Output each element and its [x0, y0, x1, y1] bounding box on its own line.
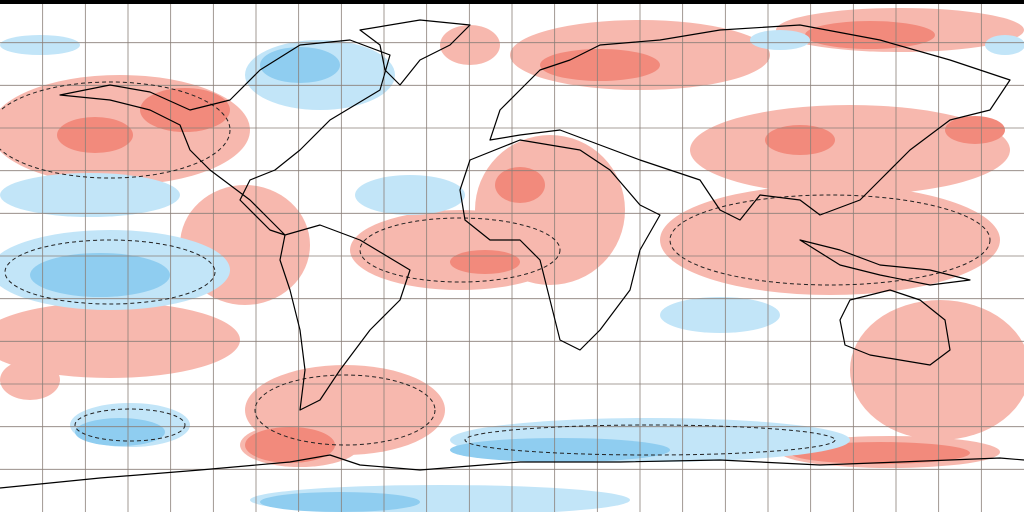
contour	[0, 81, 231, 179]
strong-warm-region	[245, 427, 335, 463]
warm-region	[660, 185, 1000, 295]
contour	[74, 408, 186, 442]
top-border	[0, 0, 1024, 4]
strong-cold-region	[75, 418, 165, 446]
strong-warm-anomalies	[57, 21, 1005, 464]
cold-region	[985, 35, 1024, 55]
strong-cold-anomalies	[30, 47, 670, 512]
strong-cold-region	[260, 47, 340, 83]
contour	[669, 194, 991, 286]
warm-region	[440, 25, 500, 65]
strong-warm-region	[805, 21, 935, 49]
north-america	[59, 39, 391, 236]
strong-cold-region	[260, 492, 420, 512]
cold-region	[750, 30, 810, 50]
contour	[464, 424, 836, 456]
contour	[254, 374, 436, 446]
strong-warm-region	[765, 125, 835, 155]
warm-region	[850, 300, 1024, 440]
contours	[0, 81, 991, 456]
strong-warm-region	[450, 250, 520, 274]
strong-warm-region	[495, 167, 545, 203]
warm-region	[690, 105, 1010, 195]
strong-warm-region	[57, 117, 133, 153]
cold-region	[0, 35, 80, 55]
strong-warm-region	[540, 49, 660, 81]
cold-region	[355, 175, 465, 215]
cold-region	[660, 297, 780, 333]
contour	[359, 217, 561, 283]
coastlines	[0, 19, 1024, 489]
africa	[459, 139, 661, 351]
maritime-continent	[799, 239, 971, 286]
contour	[4, 239, 216, 305]
greenland	[359, 19, 471, 86]
strong-warm-region	[140, 88, 230, 132]
strong-warm-region	[945, 116, 1005, 144]
warm-region	[0, 360, 60, 400]
strong-cold-region	[30, 253, 170, 297]
cold-region	[0, 173, 180, 217]
strong-cold-region	[450, 438, 670, 462]
antarctica	[0, 454, 1024, 489]
australia	[839, 289, 951, 366]
eurasia	[489, 24, 1011, 221]
warm-region	[0, 302, 240, 378]
south-america	[279, 224, 411, 411]
